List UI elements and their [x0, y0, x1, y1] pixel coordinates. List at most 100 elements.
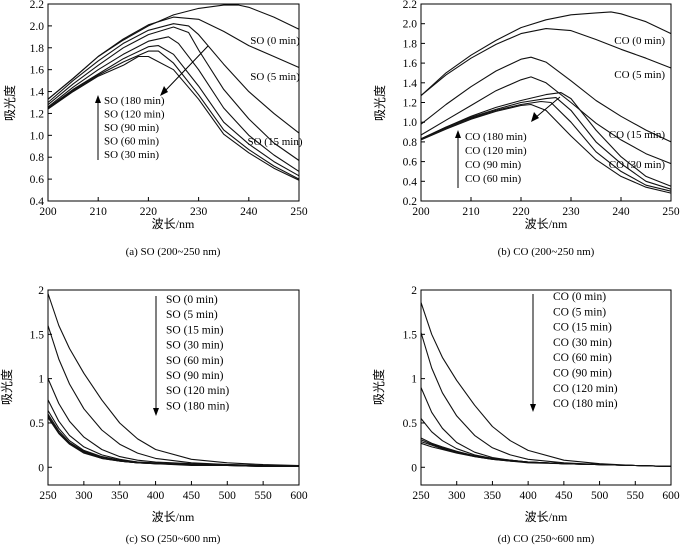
panel-a-series-line-2: [47, 23, 300, 134]
panel-a-series-line-7: [47, 55, 300, 181]
panel-c-caption: (c) SO (250~600 nm): [126, 533, 221, 545]
panel-c-series-line-6: [47, 415, 299, 467]
panel-c-legend-item-1: SO (5 min): [166, 309, 218, 321]
panel-c-legend-item-4: SO (60 min): [166, 355, 224, 367]
panel-a-x-tick-label-1: 210: [90, 206, 108, 218]
panel-a-y-tick-label-4: 1.2: [30, 108, 45, 120]
panel-c-legend-item-3: SO (30 min): [166, 340, 224, 352]
panel-a-legend-item-1: SO (120 min): [104, 109, 165, 121]
panel-c-y-axis-label: 吸光度: [0, 369, 14, 405]
panel-d-x-tick-label-4: 450: [555, 490, 573, 502]
panel-c-x-tick-label-3: 400: [147, 490, 165, 502]
panel-a-y-tick-label-3: 1.0: [30, 130, 45, 142]
panel-c-x-tick-label-7: 600: [290, 490, 308, 502]
panel-b-series-line-3: [420, 76, 672, 165]
panel-c-series-line-0: [47, 293, 300, 467]
panel-c-series-line-5: [47, 413, 299, 467]
panel-a-legend-item-0: SO (180 min): [104, 95, 165, 107]
panel-b-y-tick-label-5: 1.2: [403, 98, 418, 110]
panel-d-x-tick-label-1: 300: [448, 490, 466, 502]
panel-c-series-line-7: [47, 417, 299, 467]
panel-a-caption: (a) SO (200~250 nm): [126, 246, 221, 258]
panel-a: 200 210 220 230 240 250 0.4 0.6 0.8 1.0 1.2 1.4 1.6 1…: [2, 0, 308, 258]
panel-d-y-tick-label-3: 1.5: [403, 329, 418, 341]
panel-a-legend: SO (180 min) SO (120 min)SO (90 min) SO (6…: [104, 95, 165, 161]
panel-c-x-tick-label-5: 500: [219, 490, 237, 502]
panel-c-y-tick-label-4: 2: [38, 285, 44, 297]
panel-a-y-tick-label-7: 1.8: [30, 43, 45, 55]
panel-d-x-tick-label-0: 250: [412, 490, 430, 502]
panel-d-legend-item-5: CO (90 min): [553, 368, 612, 380]
panel-d-x-tick-label-5: 500: [591, 490, 609, 502]
panel-c-legend-item-2: SO (15 min): [166, 324, 224, 336]
panel-b-y-tick-label-1: 0.4: [403, 176, 418, 188]
panel-a-y-tick-label-5: 1.4: [30, 87, 45, 99]
panel-b-y-tick-label-6: 1.4: [403, 78, 418, 90]
panel-a-annotation-so-15: SO (15 min): [248, 136, 303, 148]
panel-d-legend-item-1: CO (5 min): [553, 306, 606, 318]
panel-b-annotation-co-15: CO (15 min): [609, 129, 666, 141]
panel-b: 200 210 220 230 240 250 0.2 0.4 0.6 0.8 1.0 1.2 1.4 1…: [372, 0, 680, 258]
panel-d-legend: CO (0 min) CO (5 min) CO (15 min) CO (30 mi…: [553, 291, 618, 410]
panel-c-ticks: 250 300 350 400 450 500 550 600 0 0.5 1 1.5 2: [30, 285, 308, 502]
panel-b-y-tick-label-2: 0.6: [403, 157, 418, 169]
panel-a-y-tick-label-2: 0.8: [30, 152, 45, 164]
panel-d-x-tick-label-7: 600: [662, 490, 680, 502]
panel-c-x-tick-label-6: 550: [255, 490, 273, 502]
panel-c-legend-item-6: SO (120 min): [166, 385, 229, 397]
panel-b-y-tick-label-10: 2.2: [403, 0, 418, 11]
panel-b-annotation-co-30: CO (30 min): [609, 159, 666, 171]
panel-b-legend: CO (180 min) CO (120 min) CO (90 min) CO (6…: [465, 131, 527, 185]
panel-d-plot-frame: [420, 289, 672, 486]
panel-b-series-line-7: [420, 103, 672, 194]
panel-b-annotation-co-0: CO (0 min): [614, 35, 665, 47]
panel-d-legend-item-2: CO (15 min): [553, 322, 612, 334]
panel-b-curves: [420, 11, 672, 194]
panel-a-y-tick-label-0: 0.4: [30, 196, 45, 208]
panel-d-arrowhead-down: [530, 404, 536, 412]
panel-d-curves: [420, 302, 672, 467]
panel-d-y-axis-label: 吸光度: [371, 369, 386, 405]
panel-d-x-tick-label-3: 400: [520, 490, 538, 502]
panel-c-x-tick-label-4: 450: [183, 490, 201, 502]
panel-a-series-line-3: [47, 26, 300, 161]
panel-b-annotation-co-5: CO (5 min): [614, 69, 665, 81]
panel-b-y-tick-label-8: 1.8: [403, 38, 418, 50]
panel-b-x-tick-label-3: 230: [562, 206, 580, 218]
panel-c-series-line-2: [47, 378, 300, 467]
panel-d-legend-item-4: CO (60 min): [553, 352, 612, 364]
panel-b-x-axis-label: 波长/nm: [525, 217, 568, 231]
panel-c-y-tick-label-3: 1.5: [30, 329, 45, 341]
panel-a-annotation-so-5: SO (5 min): [250, 71, 300, 83]
panel-d-series-line-0: [420, 302, 672, 467]
panel-d-y-tick-label-4: 2: [411, 285, 417, 297]
panel-b-arrowhead-up: [455, 130, 461, 138]
panel-d-caption: (d) CO (250~600 nm): [498, 533, 595, 545]
panel-c-arrowhead-down: [153, 408, 159, 416]
panel-a-ticks: 200 210 220 230 240 250 0.4 0.6 0.8 1.0 1.2 1.4 1.6 1…: [30, 0, 308, 218]
panel-d-legend-item-0: CO (0 min): [553, 291, 606, 303]
panel-c-y-tick-label-1: 0.5: [30, 418, 45, 430]
panel-a-legend-item-2: SO (90 min): [104, 122, 159, 134]
panel-b-series-line-2: [420, 56, 672, 143]
panel-c-plot-frame: [47, 289, 300, 486]
panel-b-x-tick-label-1: 210: [462, 206, 480, 218]
panel-b-x-tick-label-4: 240: [612, 206, 630, 218]
panel-a-x-tick-label-5: 250: [290, 206, 308, 218]
panel-b-series-line-4: [420, 92, 672, 187]
panel-a-legend-item-4: SO (30 min): [104, 149, 159, 161]
panel-b-y-tick-label-0: 0.2: [403, 196, 418, 208]
panel-a-x-tick-label-2: 220: [140, 206, 158, 218]
panel-d: 250 300 350 400 450 500 550 600 0 0.5 1 1.5 2 吸光度 波长…: [371, 285, 680, 545]
panel-a-y-tick-label-8: 2.0: [30, 21, 45, 33]
panel-d-y-tick-label-0: 0: [411, 462, 417, 474]
panel-b-series-line-6: [420, 100, 672, 192]
panel-b-y-tick-label-4: 1.0: [403, 117, 418, 129]
panel-a-y-axis-label: 吸光度: [2, 85, 17, 121]
panel-c-legend-item-7: SO (180 min): [166, 400, 229, 412]
panel-d-legend-item-6: CO (120 min): [553, 383, 618, 395]
panel-d-legend-item-7: CO (180 min): [553, 398, 618, 410]
panel-a-x-axis-label: 波长/nm: [152, 217, 195, 231]
panel-a-plot-frame: [47, 3, 300, 202]
panel-a-legend-item-3: SO (60 min): [104, 136, 159, 148]
